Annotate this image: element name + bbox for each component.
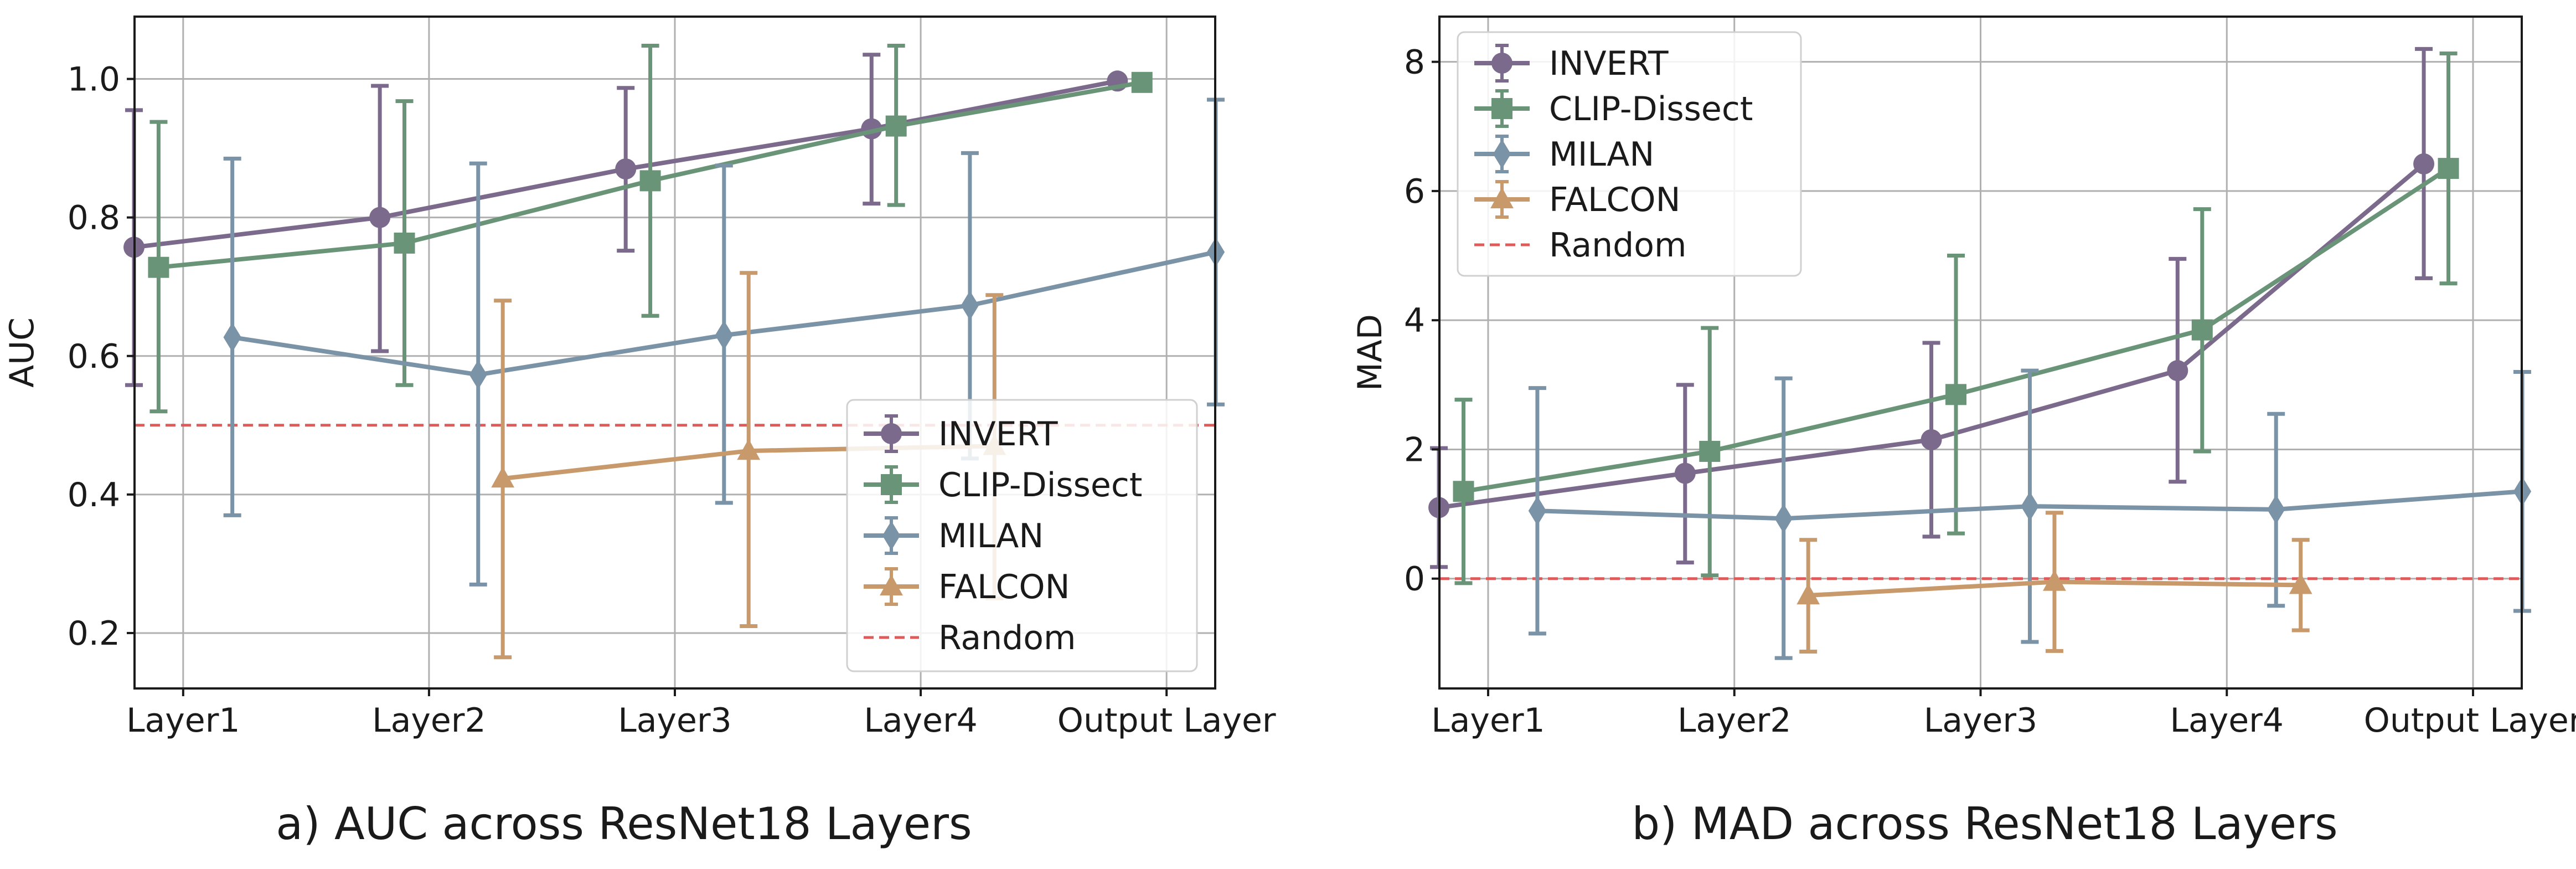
data-point-falcon	[737, 439, 761, 460]
legend-item-milan: MILAN	[1474, 135, 1654, 174]
legend-label: CLIP-Dissect	[938, 466, 1142, 505]
x-tick-label: Layer2	[372, 701, 486, 740]
legend-label: INVERT	[938, 415, 1058, 454]
legend-box	[846, 399, 1198, 672]
legend-item-falcon: FALCON	[864, 567, 1070, 606]
y-axis-label: AUC	[3, 317, 42, 388]
legend-item-milan: MILAN	[864, 516, 1044, 556]
x-tick-label: Layer3	[618, 701, 731, 740]
x-tick-label: Layer4	[864, 701, 977, 740]
data-point-falcon	[2043, 569, 2066, 591]
legend-item-invert: INVERT	[864, 414, 1058, 454]
legend-box	[1457, 31, 1802, 277]
y-tick-label: 0.6	[68, 337, 120, 376]
data-point-milan	[715, 320, 733, 350]
data-point-milan	[961, 290, 979, 321]
series-clip-dissect	[1453, 51, 2459, 585]
y-tick-label: 8	[1404, 43, 1425, 82]
legend-label: FALCON	[1549, 181, 1680, 219]
legend-label: MILAN	[1549, 135, 1654, 174]
data-point-invert	[2167, 360, 2188, 382]
legend-marker	[1490, 187, 1514, 209]
y-tick-label: 2	[1404, 430, 1425, 469]
data-point-clip-dissect	[394, 232, 415, 254]
data-point-clip-dissect	[639, 170, 661, 192]
data-point-invert	[369, 207, 391, 228]
data-point-clip-dissect	[1453, 481, 1474, 502]
data-point-milan	[2267, 495, 2285, 525]
data-point-milan	[1774, 503, 1793, 533]
y-tick-label: 4	[1404, 301, 1425, 340]
y-tick-label: 0.4	[68, 476, 120, 515]
data-point-milan	[2021, 491, 2039, 521]
panel-caption: b) MAD across ResNet18 Layers	[1632, 798, 2337, 850]
legend-item-random: Random	[864, 619, 1076, 657]
y-tick-label: 1.0	[68, 60, 120, 99]
x-tick-label: Layer2	[1677, 701, 1791, 740]
data-point-milan	[469, 359, 487, 390]
legend-label: FALCON	[938, 568, 1070, 606]
y-tick-label: 0.2	[68, 614, 120, 653]
legend-label: INVERT	[1549, 44, 1669, 83]
data-point-invert	[2413, 153, 2435, 174]
legend-item-clip-dissect: CLIP-Dissect	[1474, 89, 1753, 128]
data-point-clip-dissect	[885, 115, 907, 137]
legend-marker	[1491, 98, 1512, 119]
data-point-invert	[1921, 429, 1942, 450]
data-point-clip-dissect	[2191, 319, 2213, 341]
data-point-clip-dissect	[1131, 71, 1153, 93]
y-axis-label: MAD	[1351, 314, 1390, 391]
data-point-falcon	[2289, 573, 2312, 594]
panel-mad: Layer1 Layer2 Layer3 Layer4 Output Layer 0 2 4 6…	[1351, 16, 2576, 850]
x-tick-label: Output Layer	[2364, 701, 2576, 740]
data-point-clip-dissect	[1699, 440, 1721, 462]
x-tick-label: Layer4	[2170, 701, 2284, 740]
legend-marker	[881, 474, 902, 495]
legend-marker	[881, 423, 902, 444]
data-point-falcon	[1797, 583, 1820, 605]
data-point-invert	[615, 158, 637, 180]
series-clip-dissect	[148, 44, 1153, 414]
data-point-falcon	[491, 466, 515, 488]
y-tick-label: 6	[1404, 172, 1425, 211]
legend: INVERT CLIP-Dissect MILAN FALCON Random	[846, 399, 1198, 672]
x-tick-label: Output Layer	[1057, 701, 1276, 740]
panel-caption: a) AUC across ResNet18 Layers	[276, 798, 972, 850]
y-tick-label: 0	[1404, 560, 1425, 599]
legend-item-clip-dissect: CLIP-Dissect	[864, 465, 1142, 505]
series-falcon	[1797, 511, 2312, 654]
legend-marker	[882, 521, 901, 551]
series-milan	[1528, 368, 2532, 660]
legend-label: MILAN	[938, 517, 1044, 556]
legend-label: Random	[938, 619, 1076, 657]
legend-marker	[880, 574, 903, 596]
grid	[135, 17, 1215, 688]
x-tick-label: Layer1	[126, 701, 240, 740]
series-invert	[123, 53, 1128, 387]
panel-auc: Layer1 Layer2 Layer3 Layer4 Output Layer 0.2 0…	[3, 16, 1276, 850]
y-tick-label: 0.8	[68, 199, 120, 238]
data-point-clip-dissect	[1945, 384, 1967, 405]
legend-marker	[1491, 53, 1512, 74]
legend-item-falcon: FALCON	[1474, 180, 1680, 219]
x-tick-label: Layer3	[1924, 701, 2037, 740]
legend-marker	[1493, 139, 1511, 169]
legend: INVERT CLIP-Dissect MILAN FALCON Random	[1457, 31, 1802, 277]
legend-item-random: Random	[1474, 226, 1686, 265]
data-point-clip-dissect	[148, 256, 169, 278]
data-point-clip-dissect	[2438, 158, 2459, 179]
legend-label: Random	[1549, 226, 1686, 265]
legend-label: CLIP-Dissect	[1549, 90, 1753, 128]
x-tick-label: Layer1	[1431, 701, 1545, 740]
data-point-invert	[1674, 462, 1696, 484]
legend-item-invert: INVERT	[1474, 44, 1669, 83]
data-point-milan	[223, 322, 241, 352]
data-point-milan	[1528, 496, 1547, 526]
